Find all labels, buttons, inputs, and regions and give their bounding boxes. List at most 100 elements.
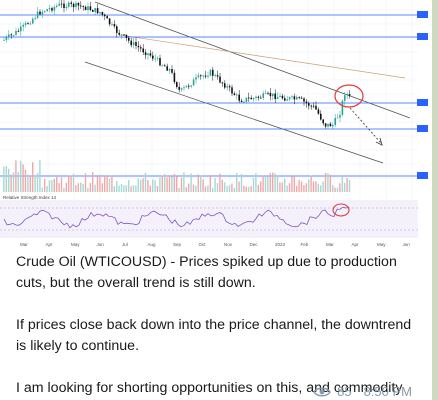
volume-bar bbox=[329, 174, 331, 192]
volume-bar bbox=[15, 160, 17, 192]
x-tick-label: Apr bbox=[352, 242, 360, 247]
volume-bar bbox=[245, 186, 247, 192]
views-eye-icon bbox=[313, 387, 331, 396]
volume-bar bbox=[123, 185, 125, 192]
volume-bar bbox=[111, 175, 113, 192]
candle-body bbox=[106, 16, 108, 19]
volume-bar bbox=[255, 173, 257, 192]
price-tag bbox=[417, 99, 428, 106]
volume-bar bbox=[190, 173, 192, 192]
volume-bar bbox=[341, 175, 343, 192]
volume-bar bbox=[120, 183, 123, 192]
candle-body bbox=[116, 26, 118, 33]
candle-body bbox=[132, 42, 135, 46]
volume-bar bbox=[334, 187, 336, 192]
x-tick-label: Jul bbox=[122, 242, 128, 247]
candle-body bbox=[279, 95, 281, 97]
candle-body bbox=[341, 100, 344, 115]
x-tick-label: Apr bbox=[46, 242, 54, 247]
volume-bar bbox=[12, 172, 15, 192]
volume-bar bbox=[132, 185, 135, 192]
candle-body bbox=[75, 2, 77, 8]
volume-bar bbox=[336, 187, 339, 192]
candle-body bbox=[152, 55, 154, 59]
candle-body bbox=[320, 113, 322, 120]
candle-body bbox=[204, 75, 207, 77]
candle-body bbox=[178, 86, 180, 90]
candle-body bbox=[29, 23, 32, 25]
candle-body bbox=[195, 77, 197, 80]
volume-bar bbox=[144, 172, 147, 192]
candle-body bbox=[180, 88, 183, 90]
candle-body bbox=[99, 11, 101, 14]
candle-body bbox=[142, 48, 144, 53]
candle-body bbox=[120, 34, 123, 36]
volume-bar bbox=[236, 172, 238, 192]
volume-bar bbox=[238, 181, 240, 192]
candle-body bbox=[310, 105, 312, 107]
volume-bar bbox=[92, 172, 94, 192]
volume-bar bbox=[77, 183, 79, 192]
candle-body bbox=[80, 5, 82, 7]
annotation-circle-price bbox=[334, 84, 364, 108]
price-chart: Relative Strength Index 14 Mar Apr May Jun J… bbox=[0, 0, 428, 247]
candle-body bbox=[267, 92, 269, 94]
candle-body bbox=[8, 34, 10, 37]
candle-body bbox=[77, 2, 80, 6]
volume-bar bbox=[70, 175, 72, 192]
volume-bar bbox=[257, 185, 259, 192]
candle-body bbox=[312, 105, 315, 107]
x-tick-label: Sep bbox=[173, 242, 182, 247]
volume-bar bbox=[346, 178, 348, 192]
volume-bar bbox=[166, 177, 168, 192]
candle-body bbox=[113, 24, 116, 27]
candle-body bbox=[154, 58, 156, 60]
candle-body bbox=[197, 75, 200, 78]
volume-bar bbox=[200, 175, 202, 192]
volume-bar bbox=[212, 187, 214, 192]
volume-bar bbox=[106, 176, 108, 192]
candle-body bbox=[171, 69, 173, 73]
x-tick-label: Aug bbox=[148, 242, 157, 247]
candle-body bbox=[84, 6, 87, 11]
candle-body bbox=[32, 18, 34, 24]
volume-bar bbox=[308, 179, 310, 192]
chart-image[interactable]: Relative Strength Index 14 Mar Apr May Jun J… bbox=[0, 0, 428, 250]
volume-bar bbox=[104, 175, 106, 192]
candle-body bbox=[317, 109, 320, 114]
price-tag bbox=[417, 11, 428, 18]
x-tick-label: Jun bbox=[97, 242, 105, 247]
candle-body bbox=[176, 82, 178, 87]
volume-bar bbox=[262, 175, 264, 192]
volume-bar bbox=[53, 178, 55, 192]
candle-body bbox=[236, 94, 238, 96]
candle-body bbox=[34, 17, 36, 19]
candle-body bbox=[166, 66, 168, 71]
volume-bar bbox=[113, 186, 115, 192]
volume-bar bbox=[84, 173, 87, 192]
volume-bar bbox=[344, 182, 346, 192]
candle-body bbox=[276, 96, 279, 100]
x-tick-label: May bbox=[71, 242, 80, 247]
annotation-circle-rsi bbox=[332, 203, 350, 217]
candle-body bbox=[322, 119, 324, 124]
candle-body bbox=[185, 85, 188, 88]
volume-bar bbox=[137, 178, 139, 192]
volume-bar bbox=[250, 186, 252, 192]
candle-body bbox=[296, 97, 298, 100]
volume-bar bbox=[75, 185, 77, 192]
chart-grid bbox=[0, 0, 418, 238]
volume-bar bbox=[183, 172, 185, 192]
candle-body bbox=[298, 97, 300, 98]
candle-body bbox=[308, 103, 310, 106]
volume-bar bbox=[228, 185, 231, 192]
volume-bar bbox=[80, 182, 82, 192]
volume-bar bbox=[51, 180, 53, 192]
volume-bar bbox=[94, 184, 96, 192]
volume-bar bbox=[315, 181, 317, 192]
volume-bar bbox=[293, 176, 295, 192]
volume-bar bbox=[226, 186, 228, 192]
candle-body bbox=[156, 58, 159, 59]
candle-body bbox=[248, 97, 250, 99]
